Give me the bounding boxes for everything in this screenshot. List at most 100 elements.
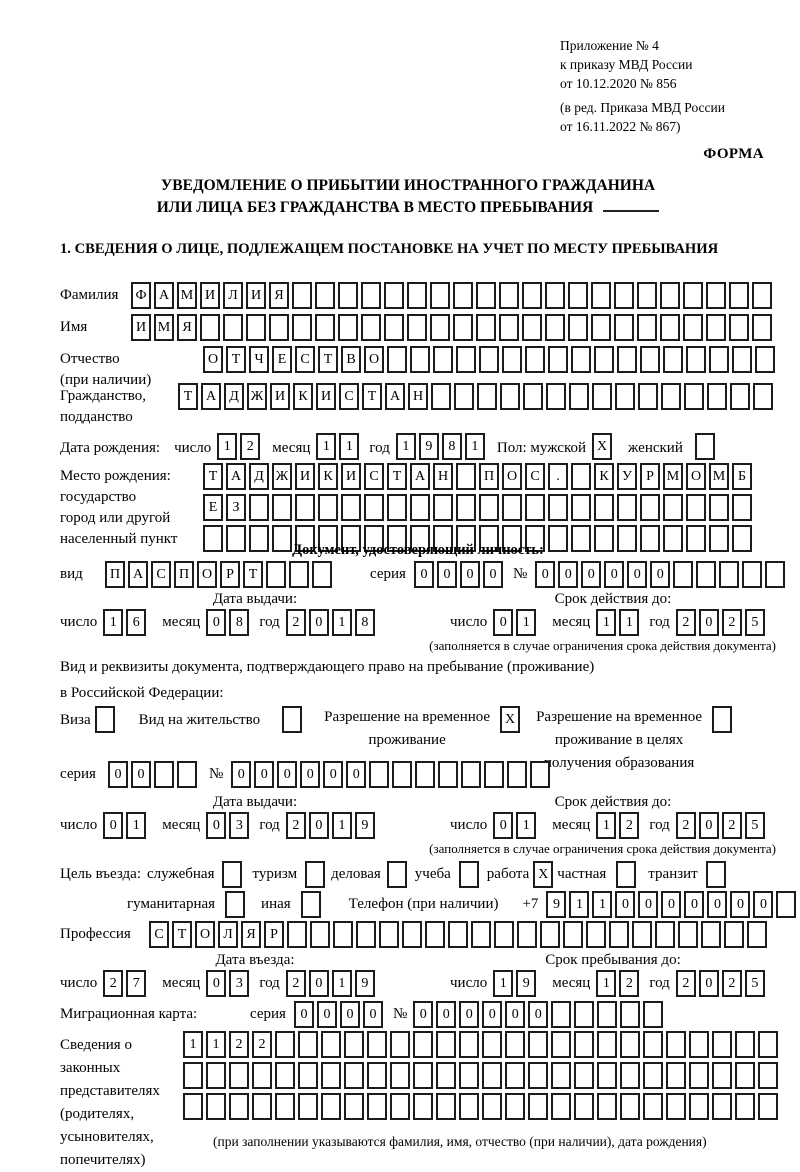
char-cell[interactable]: 8	[354, 609, 375, 636]
char-cell[interactable]	[246, 314, 266, 341]
purpose-private-checkbox[interactable]	[616, 861, 637, 888]
char-cell[interactable]: 2	[721, 609, 742, 636]
char-cell[interactable]	[525, 525, 545, 552]
sex-male-checkbox[interactable]: X	[592, 433, 613, 460]
char-cell[interactable]	[505, 1062, 525, 1089]
char-cell[interactable]: 0	[482, 561, 503, 588]
char-cell[interactable]	[758, 1093, 778, 1120]
char-cell[interactable]	[223, 314, 243, 341]
char-cell[interactable]	[594, 525, 614, 552]
char-cell[interactable]	[620, 1031, 640, 1058]
char-cell[interactable]	[300, 891, 321, 918]
char-cell[interactable]	[390, 1031, 410, 1058]
char-cell[interactable]: 9	[516, 970, 537, 997]
char-cell[interactable]	[548, 494, 568, 521]
char-cell[interactable]: 0	[206, 609, 227, 636]
char-cell[interactable]	[640, 525, 660, 552]
char-cell[interactable]	[453, 314, 473, 341]
char-cell[interactable]	[528, 1062, 548, 1089]
char-cell[interactable]	[321, 1031, 341, 1058]
char-cell[interactable]	[689, 1093, 709, 1120]
char-cell[interactable]: 0	[581, 561, 602, 588]
char-cell[interactable]	[275, 1093, 295, 1120]
char-cell[interactable]	[456, 463, 476, 490]
char-cell[interactable]	[379, 921, 399, 948]
char-cell[interactable]	[407, 314, 427, 341]
char-cell[interactable]	[502, 346, 522, 373]
char-cell[interactable]	[252, 1093, 272, 1120]
char-cell[interactable]	[615, 383, 635, 410]
char-cell[interactable]	[390, 1062, 410, 1089]
char-cell[interactable]	[361, 282, 381, 309]
char-cell[interactable]: 0	[528, 1001, 549, 1028]
char-cell[interactable]: Т	[243, 561, 263, 588]
char-cell[interactable]: 9	[418, 433, 439, 460]
char-cell[interactable]	[643, 1001, 664, 1028]
char-cell[interactable]	[660, 282, 680, 309]
char-cell[interactable]: И	[295, 463, 315, 490]
char-cell[interactable]	[266, 561, 286, 588]
char-cell[interactable]: 0	[753, 891, 774, 918]
char-cell[interactable]: 1	[516, 812, 537, 839]
char-cell[interactable]: Д	[249, 463, 269, 490]
char-cell[interactable]: Е	[203, 494, 223, 521]
char-cell[interactable]: X	[500, 706, 521, 733]
char-cell[interactable]: Р	[264, 921, 284, 948]
char-cell[interactable]: 0	[308, 970, 329, 997]
char-cell[interactable]: Л	[223, 282, 243, 309]
char-cell[interactable]	[456, 494, 476, 521]
char-cell[interactable]: Ж	[247, 383, 267, 410]
purpose-tourism-checkbox[interactable]	[305, 861, 326, 888]
char-cell[interactable]	[94, 706, 115, 733]
char-cell[interactable]: 0	[698, 609, 719, 636]
char-cell[interactable]: 1	[592, 891, 613, 918]
char-cell[interactable]	[292, 314, 312, 341]
char-cell[interactable]	[502, 525, 522, 552]
char-cell[interactable]	[459, 1093, 479, 1120]
char-cell[interactable]	[459, 1031, 479, 1058]
char-cell[interactable]	[410, 494, 430, 521]
char-cell[interactable]	[666, 1031, 686, 1058]
char-cell[interactable]: Е	[272, 346, 292, 373]
char-cell[interactable]	[229, 1093, 249, 1120]
char-cell[interactable]: И	[200, 282, 220, 309]
char-cell[interactable]	[706, 282, 726, 309]
char-cell[interactable]: 1	[516, 609, 537, 636]
char-cell[interactable]	[530, 761, 551, 788]
char-cell[interactable]: 2	[619, 970, 640, 997]
char-cell[interactable]	[568, 314, 588, 341]
char-cell[interactable]: И	[270, 383, 290, 410]
char-cell[interactable]	[666, 1062, 686, 1089]
char-cell[interactable]	[620, 1093, 640, 1120]
char-cell[interactable]	[222, 861, 243, 888]
char-cell[interactable]	[479, 525, 499, 552]
char-cell[interactable]: 2	[675, 812, 696, 839]
char-cell[interactable]	[321, 1062, 341, 1089]
char-cell[interactable]	[176, 761, 197, 788]
char-cell[interactable]: 0	[130, 761, 151, 788]
char-cell[interactable]: 1	[126, 812, 147, 839]
char-cell[interactable]: Б	[732, 463, 752, 490]
char-cell[interactable]	[413, 1031, 433, 1058]
visa-checkbox[interactable]	[94, 706, 115, 733]
char-cell[interactable]	[574, 1093, 594, 1120]
char-cell[interactable]	[586, 921, 606, 948]
char-cell[interactable]: 1	[331, 970, 352, 997]
char-cell[interactable]	[356, 921, 376, 948]
char-cell[interactable]	[758, 1062, 778, 1089]
char-cell[interactable]: 0	[206, 812, 227, 839]
char-cell[interactable]: О	[686, 463, 706, 490]
char-cell[interactable]	[298, 1093, 318, 1120]
char-cell[interactable]	[517, 921, 537, 948]
char-cell[interactable]	[482, 1062, 502, 1089]
